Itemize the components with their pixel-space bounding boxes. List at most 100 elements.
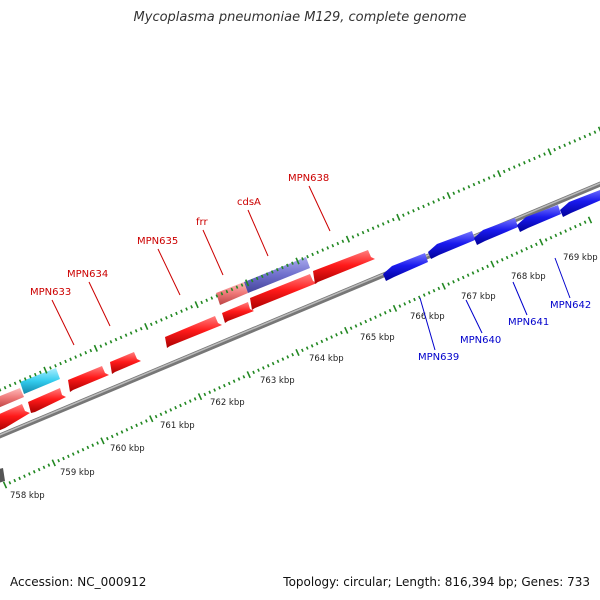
gene-labels: MPN633MPN634MPN635frrcdsAMPN638MPN639MPN… — [30, 173, 591, 363]
minor-tick — [538, 154, 541, 158]
minor-tick — [301, 348, 304, 352]
gene-label[interactable]: MPN635 — [137, 236, 178, 247]
minor-tick — [266, 364, 270, 368]
gene-label[interactable]: MPN640 — [460, 335, 501, 346]
major-tick — [295, 257, 300, 265]
minor-tick — [432, 200, 435, 204]
trna-feature[interactable] — [0, 388, 24, 408]
gene-reverse[interactable] — [560, 188, 600, 217]
minor-tick — [381, 222, 385, 226]
minor-tick — [271, 361, 275, 366]
misc-feature[interactable] — [244, 257, 310, 293]
minor-tick — [129, 331, 133, 335]
minor-tick — [325, 337, 329, 341]
minor-tick — [351, 235, 355, 239]
gene-label[interactable]: MPN642 — [550, 300, 591, 311]
minor-tick — [525, 247, 528, 251]
scale-label: 766 kbp — [410, 312, 445, 322]
major-tick — [144, 322, 149, 331]
minor-tick — [190, 305, 193, 309]
minor-tick — [507, 167, 511, 171]
gene-label[interactable]: MPN638 — [288, 173, 329, 184]
minor-tick — [457, 277, 460, 282]
minor-tick — [316, 250, 319, 254]
minor-tick — [208, 390, 212, 394]
minor-tick — [227, 381, 231, 386]
minor-tick — [170, 313, 173, 318]
minor-tick — [306, 254, 309, 259]
gene-label[interactable]: MPN641 — [508, 317, 549, 328]
major-tick — [2, 481, 8, 489]
minor-tick — [74, 355, 77, 359]
minor-tick — [578, 222, 582, 227]
minor-tick — [452, 280, 455, 284]
major-tick — [497, 170, 502, 178]
gene-label[interactable]: MPN634 — [67, 269, 108, 280]
scale-label: 758 kbp — [10, 491, 45, 501]
gene-forward[interactable] — [250, 274, 317, 310]
backbone-line — [0, 181, 600, 439]
minor-tick — [336, 241, 340, 246]
gene-forward[interactable] — [222, 302, 254, 323]
scale-label: 760 kbp — [110, 444, 145, 454]
gene-reverse[interactable] — [517, 205, 561, 232]
gene-leader-line — [512, 281, 528, 316]
minor-tick — [281, 357, 285, 361]
minor-tick — [260, 274, 264, 278]
gene-reverse[interactable] — [383, 253, 428, 281]
minor-tick — [71, 452, 75, 456]
minor-tick — [218, 386, 221, 390]
minor-tick — [13, 478, 17, 483]
gene-forward[interactable] — [0, 404, 30, 431]
minor-tick — [466, 273, 470, 277]
gene-forward[interactable] — [68, 366, 109, 392]
minor-tick — [96, 441, 99, 445]
minor-tick — [554, 233, 558, 238]
scale-label: 768 kbp — [511, 272, 546, 282]
minor-tick — [481, 266, 485, 271]
major-tick — [344, 326, 349, 334]
gene-forward[interactable] — [165, 316, 222, 348]
scale-label: 763 kbp — [260, 376, 295, 386]
gene-label[interactable]: MPN633 — [30, 287, 71, 298]
minor-tick — [119, 335, 123, 340]
minor-tick — [388, 308, 392, 313]
minor-tick — [374, 315, 377, 319]
minor-tick — [326, 246, 330, 250]
minor-tick — [563, 143, 567, 147]
gene-leader-line — [419, 297, 436, 351]
gene-leader-line — [465, 299, 483, 334]
minor-tick — [376, 224, 380, 228]
minor-tick — [32, 470, 36, 474]
minor-tick — [305, 346, 309, 350]
gene-forward[interactable] — [28, 388, 66, 413]
minor-tick — [59, 361, 62, 366]
gene-label[interactable]: MPN639 — [418, 352, 459, 363]
minor-tick — [160, 318, 163, 322]
gene-label[interactable]: frr — [196, 217, 208, 228]
minor-tick — [13, 381, 17, 385]
minor-tick — [371, 226, 375, 230]
gene-leader-line — [202, 229, 224, 276]
major-tick — [597, 126, 600, 133]
minor-tick — [109, 340, 113, 344]
minor-tick — [255, 276, 259, 281]
gene-forward[interactable] — [110, 352, 141, 374]
gene-label[interactable]: cdsA — [237, 197, 261, 208]
gene-reverse[interactable] — [474, 218, 518, 245]
minor-tick — [366, 228, 370, 233]
major-tick — [194, 301, 199, 309]
minor-tick — [215, 294, 219, 298]
minor-tick — [34, 372, 37, 377]
major-tick — [539, 238, 544, 246]
trna-feature[interactable] — [216, 282, 248, 305]
gene-leader-line — [51, 299, 75, 346]
rrna-feature[interactable] — [20, 368, 60, 394]
minor-tick — [583, 220, 587, 224]
accession-text: Accession: NC_000912 — [10, 575, 147, 589]
minor-tick — [462, 187, 466, 191]
gene-reverse[interactable] — [428, 231, 475, 259]
gene-forward[interactable] — [313, 250, 375, 284]
minor-tick — [437, 286, 441, 291]
minor-tick — [159, 412, 163, 417]
